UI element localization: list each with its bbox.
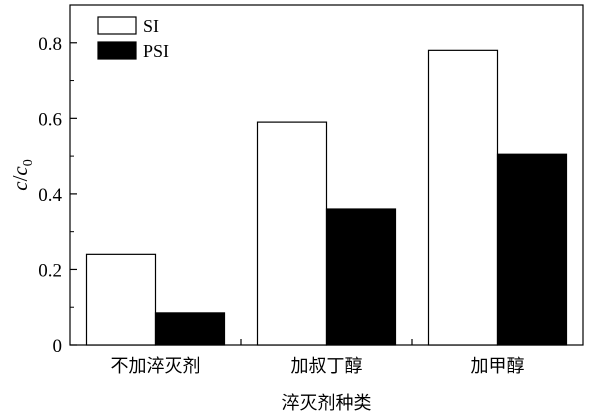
x-tick-label: 加叔丁醇 [291, 356, 363, 377]
bar-si-2 [256, 121, 328, 346]
y-label-subvar: c [8, 166, 32, 176]
bar-si-3 [427, 49, 499, 346]
x-tick-label: 不加淬灭剂 [111, 356, 201, 377]
x-axis-label: 淬灭剂种类 [282, 393, 372, 414]
legend-swatch-si [97, 16, 137, 35]
y-label-slash: / [8, 175, 32, 181]
y-label-main: c [8, 181, 32, 191]
legend-swatch-psi [97, 41, 137, 60]
y-tick-label: 0.6 [38, 109, 62, 130]
y-label-subscript: 0 [21, 159, 36, 166]
x-tick-label: 加甲醇 [471, 356, 525, 377]
y-tick-label: 0.2 [38, 260, 62, 281]
y-tick-label: 0.8 [38, 34, 62, 55]
y-tick-label: 0 [53, 336, 63, 357]
bars-layer [85, 49, 568, 346]
bar-si-1 [85, 253, 157, 346]
legend: SI PSI [97, 16, 169, 61]
legend-label-si: SI [143, 16, 159, 36]
bar-psi-2 [325, 208, 397, 346]
legend-label-psi: PSI [143, 41, 169, 61]
y-axis-label: c/c0 [8, 159, 36, 191]
bar-psi-3 [496, 153, 568, 346]
y-tick-label: 0.4 [38, 185, 62, 206]
bar-psi-1 [154, 312, 226, 346]
ticks-layer: 0 0.2 0.4 0.6 0.8 不加淬灭剂 加叔丁醇 加甲醇 [38, 4, 525, 377]
